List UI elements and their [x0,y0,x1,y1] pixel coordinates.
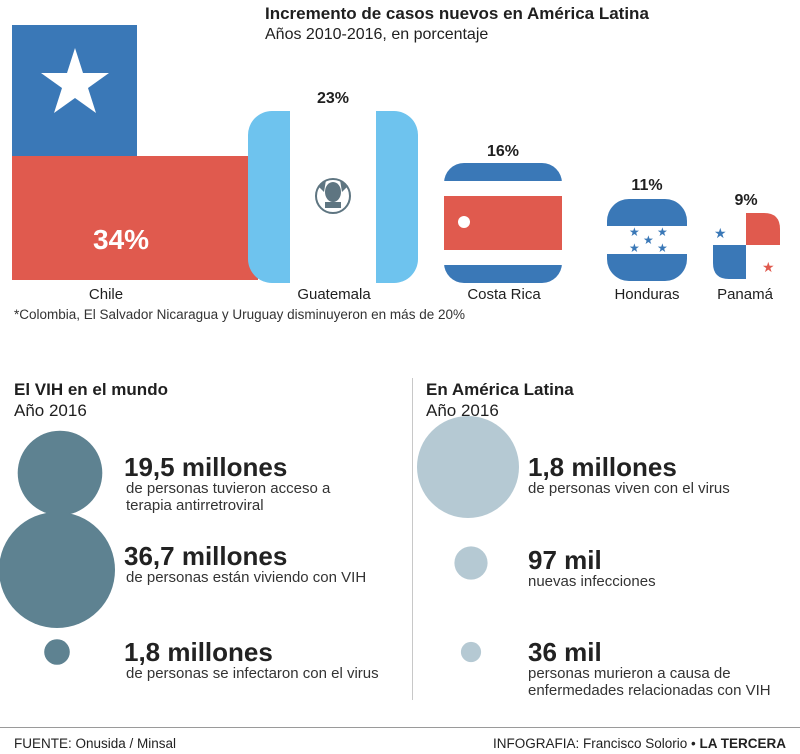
chile-star-icon [41,48,109,113]
world-stat-treatment-desc: de personas tuvieron acceso a terapia an… [126,480,331,514]
latam-stat-new-value: 97 mil [528,545,602,575]
bar-honduras: ★ ★ ★ ★ ★ [607,199,687,281]
world-stat-living-desc: de personas están viviendo con VIH [126,569,367,586]
svg-text:★: ★ [629,225,640,239]
footer-divider [0,727,800,728]
world-stat-living-value: 36,7 millones [124,541,288,571]
latam-stat-deaths-value: 36 mil [528,637,602,667]
credit-separator: • [691,736,700,751]
footnote: *Colombia, El Salvador Nicaragua y Urugu… [14,307,465,322]
value-label-chile: 34% [93,224,150,255]
panama-blue-star-icon: ★ [714,226,727,242]
value-label-guatemala: 23% [316,90,350,107]
bubble-latam-new-infections [454,546,488,580]
category-label-chile: Chile [88,286,124,303]
latam-stat-new-desc: nuevas infecciones [528,573,656,590]
value-label-panama: 9% [734,192,758,209]
bubble-world-treatment [17,430,103,516]
bar-chile [12,25,258,280]
category-label-costa-rica: Costa Rica [467,286,541,303]
svg-text:★: ★ [657,241,668,255]
latam-section-title: En América Latina [426,380,574,399]
bar-costa-rica [444,163,562,283]
credit-text: INFOGRAFIA: Francisco Solorio [492,736,688,751]
publisher-text: LA TERCERA [699,736,787,751]
bubble-latam-living [417,416,519,518]
value-label-costa-rica: 16% [486,143,520,160]
bubble-latam-deaths [460,641,482,663]
credit-line: INFOGRAFIA: Francisco Solorio • LA TERCE… [493,736,786,751]
svg-text:★: ★ [657,225,668,239]
category-label-honduras: Honduras [614,286,680,303]
bar-guatemala [248,111,418,283]
bar-panama: ★ ★ [713,213,780,279]
source-text: FUENTE: Onusida / Minsal [14,736,177,751]
world-section-subtitle: Año 2016 [14,401,87,420]
honduras-stars-icon: ★ ★ ★ ★ ★ [629,225,668,255]
world-stat-infected-desc: de personas se infectaron con el virus [126,665,379,682]
value-label-honduras: 11% [631,177,663,194]
latam-stat-living-value: 1,8 millones [528,452,677,482]
svg-text:★: ★ [643,233,654,247]
latam-stat-deaths-desc: personas murieron a causa de enfermedade… [528,665,771,699]
world-stat-treatment-value: 19,5 millones [124,452,288,482]
costa-rica-emblem-icon [458,216,470,228]
category-label-guatemala: Guatemala [297,286,371,303]
chart-subtitle: Años 2010-2016, en porcentaje [265,26,489,43]
guatemala-emblem-icon [315,178,351,214]
world-stat-infected-value: 1,8 millones [124,637,273,667]
chart-title: Incremento de casos nuevos en América La… [265,4,649,23]
panama-red-star-icon: ★ [762,260,775,276]
category-label-panama: Panamá [717,286,773,303]
latam-stat-living-desc: de personas viven con el virus [528,480,730,497]
latam-section-subtitle: Año 2016 [426,401,499,420]
flag-bar-chart: ★ ★ ★ ★ ★ ★ ★ [12,25,780,283]
svg-text:★: ★ [629,241,640,255]
world-section-title: El VIH en el mundo [14,380,168,399]
bubble-world-living [0,512,115,628]
bubble-world-infected [44,639,70,665]
section-divider [412,378,413,700]
